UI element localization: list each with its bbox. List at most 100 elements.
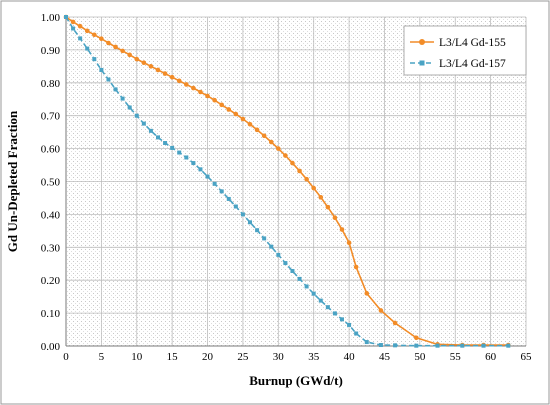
data-point — [219, 102, 224, 108]
data-point — [113, 44, 118, 50]
data-point — [304, 176, 309, 182]
legend-marker-gd157 — [419, 60, 425, 66]
data-point — [148, 64, 154, 69]
data-point — [435, 343, 440, 348]
x-tick-label: 10 — [131, 351, 143, 363]
x-tick-label: 20 — [202, 351, 214, 363]
x-tick-label: 55 — [450, 351, 462, 363]
x-tick-label: 30 — [273, 351, 285, 363]
legend-label-gd157: L3/L4 Gd-157 — [439, 58, 506, 70]
data-point — [414, 335, 419, 341]
data-point — [255, 228, 260, 233]
data-point — [364, 340, 369, 345]
data-point — [134, 56, 140, 62]
x-tick-label: 15 — [167, 351, 179, 363]
data-point — [268, 139, 274, 145]
data-point — [297, 168, 302, 174]
data-point — [198, 89, 203, 95]
x-axis-title: Burnup (GWd/t) — [249, 373, 343, 388]
y-tick-label: 0.60 — [41, 144, 61, 156]
data-point — [64, 15, 68, 19]
data-point — [414, 343, 419, 348]
data-point — [176, 78, 182, 84]
data-point — [318, 298, 323, 303]
data-point — [99, 36, 104, 42]
data-point — [393, 343, 398, 348]
data-point — [311, 291, 316, 296]
data-point — [205, 174, 210, 179]
data-point — [92, 32, 97, 38]
data-point — [156, 135, 160, 140]
data-point — [134, 113, 139, 118]
legend-marker-gd155 — [419, 39, 425, 45]
data-point — [325, 204, 331, 210]
data-point — [254, 127, 260, 133]
data-point — [276, 252, 281, 257]
data-point — [141, 121, 146, 126]
data-point — [460, 343, 465, 348]
legend-label-gd155: L3/L4 Gd-155 — [439, 37, 506, 49]
data-point — [120, 96, 125, 101]
x-tick-label: 35 — [308, 351, 320, 363]
data-point — [184, 82, 189, 87]
data-point — [353, 264, 359, 270]
y-tick-label: 1.00 — [41, 12, 61, 24]
data-point — [364, 291, 370, 296]
data-point — [77, 23, 83, 29]
data-point — [332, 311, 337, 316]
y-tick-label: 0.10 — [41, 308, 61, 320]
data-point — [269, 244, 274, 249]
data-point — [113, 87, 118, 92]
data-point — [198, 167, 203, 172]
data-point — [99, 67, 104, 72]
data-series — [63, 14, 511, 348]
data-point — [148, 128, 153, 133]
data-point — [162, 71, 168, 76]
data-point — [261, 133, 267, 139]
data-point — [233, 111, 239, 117]
data-point — [92, 57, 97, 62]
data-point — [247, 121, 253, 127]
y-tick-label: 0.80 — [41, 78, 61, 90]
data-point — [205, 93, 210, 99]
data-point — [240, 212, 245, 217]
data-point — [378, 308, 384, 313]
data-point — [163, 141, 168, 146]
data-point — [212, 181, 217, 186]
y-tick-label: 0.70 — [41, 111, 61, 123]
data-point — [290, 268, 295, 273]
x-tick-label: 65 — [521, 351, 533, 363]
data-point — [304, 284, 309, 289]
data-point — [325, 305, 330, 310]
data-point — [212, 97, 217, 103]
y-tick-label: 0.50 — [41, 177, 61, 189]
data-point — [297, 276, 302, 281]
y-axis-title: Gd Un-Depleted Fraction — [5, 110, 20, 252]
data-point — [248, 220, 252, 225]
data-point — [339, 227, 345, 232]
y-tick-label: 0.40 — [41, 209, 61, 221]
data-point — [127, 52, 132, 58]
data-point — [141, 60, 147, 66]
data-point — [340, 317, 344, 322]
legend: L3/L4 Gd-155 L3/L4 Gd-157 — [403, 25, 527, 76]
data-point — [120, 48, 125, 54]
data-point — [283, 261, 288, 266]
data-point — [233, 204, 238, 209]
data-point — [191, 85, 196, 91]
series-1 — [64, 15, 511, 348]
data-point — [219, 189, 224, 194]
data-point — [506, 343, 511, 348]
x-tick-label: 50 — [414, 351, 426, 363]
data-point — [70, 19, 76, 25]
x-axis-tick-labels: 0 5 10 15 20 25 30 35 40 45 50 55 60 65 — [63, 351, 532, 363]
data-point — [169, 74, 175, 80]
data-point — [392, 320, 398, 326]
y-tick-label: 0.90 — [41, 45, 61, 57]
x-tick-label: 45 — [379, 351, 391, 363]
data-point — [71, 26, 76, 31]
y-tick-label: 0.20 — [41, 275, 61, 287]
data-point — [354, 331, 359, 336]
data-point — [347, 322, 352, 327]
